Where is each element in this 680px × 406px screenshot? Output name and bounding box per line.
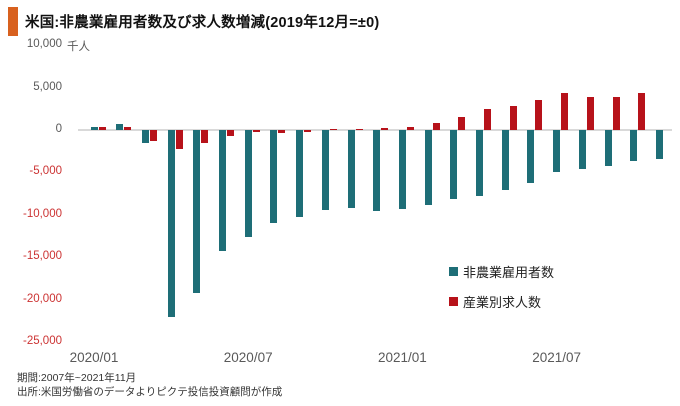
payrolls-bar-2021/07 bbox=[553, 130, 561, 173]
y-axis-tick-label: -20,000 bbox=[22, 292, 62, 305]
chart-legend: 非農業雇用者数 産業別求人数 bbox=[449, 263, 554, 323]
payrolls-bar-2020/01 bbox=[90, 127, 98, 130]
payrolls-bar-2021/10 bbox=[630, 130, 638, 162]
openings-bar-2020/07 bbox=[252, 130, 260, 132]
y-axis-tick-label: 0 bbox=[55, 123, 62, 135]
payrolls-bar-2020/06 bbox=[219, 130, 226, 252]
y-axis-tick-label: -10,000 bbox=[22, 207, 62, 220]
openings-bar-2021/01 bbox=[406, 127, 414, 130]
openings-bar-2020/08 bbox=[278, 130, 286, 133]
openings-bar-2020/04 bbox=[175, 130, 183, 149]
openings-bar-2021/07 bbox=[561, 92, 569, 130]
y-axis-tick-label: -15,000 bbox=[22, 250, 62, 263]
payrolls-bar-2020/09 bbox=[296, 130, 304, 217]
x-axis-tick-label: 2021/07 bbox=[532, 350, 581, 365]
payrolls-bar-2020/07 bbox=[244, 130, 252, 237]
openings-bar-2020/12 bbox=[381, 128, 389, 130]
y-axis-tick-label: 5,000 bbox=[33, 80, 62, 93]
openings-bar-2021/09 bbox=[612, 96, 620, 130]
payrolls-bar-2021/01 bbox=[398, 130, 406, 209]
openings-bar-2021/08 bbox=[586, 96, 594, 130]
x-axis-tick-label: 2020/01 bbox=[69, 350, 119, 365]
payrolls-bar-2020/03 bbox=[141, 130, 149, 144]
chart-footer: 期間:2007年~2021年11月 出所:米国労働省のデータよりピクテ投信投資顧… bbox=[17, 372, 282, 399]
payrolls-bar-2021/11 bbox=[655, 130, 663, 159]
openings-bar-2021/10 bbox=[638, 93, 646, 130]
legend-label-payrolls: 非農業雇用者数 bbox=[463, 264, 555, 280]
openings-swatch-icon bbox=[449, 296, 458, 306]
payrolls-bar-2020/08 bbox=[270, 130, 278, 224]
openings-bar-2021/06 bbox=[535, 100, 543, 130]
legend-item-payrolls: 非農業雇用者数 bbox=[449, 263, 555, 280]
openings-bar-2020/03 bbox=[149, 130, 157, 142]
legend-label-openings: 産業別求人数 bbox=[463, 294, 542, 310]
y-axis-unit-label: 千人 bbox=[67, 41, 90, 54]
openings-bar-2021/05 bbox=[509, 106, 517, 130]
title-accent-bar bbox=[8, 7, 18, 36]
payrolls-bar-2021/03 bbox=[450, 130, 458, 199]
y-axis-tick-label: 10,000 bbox=[26, 38, 62, 51]
openings-bar-2020/05 bbox=[201, 130, 209, 143]
payrolls-bar-2021/04 bbox=[476, 130, 483, 197]
openings-bar-2020/02 bbox=[124, 126, 132, 130]
payrolls-swatch-icon bbox=[449, 266, 458, 276]
openings-bar-2020/11 bbox=[355, 128, 363, 130]
openings-bar-2021/03 bbox=[458, 117, 466, 130]
y-axis-tick-label: -25,000 bbox=[22, 335, 62, 348]
openings-bar-2021/04 bbox=[484, 108, 491, 130]
legend-item-openings: 産業別求人数 bbox=[449, 293, 554, 310]
payrolls-bar-2020/10 bbox=[321, 130, 329, 210]
payrolls-bar-2020/12 bbox=[373, 130, 381, 211]
payrolls-bar-2020/05 bbox=[193, 130, 201, 293]
payrolls-bar-2021/09 bbox=[604, 130, 612, 166]
payrolls-bar-2020/04 bbox=[167, 130, 175, 317]
payrolls-bar-2020/02 bbox=[116, 124, 124, 130]
openings-bar-2021/02 bbox=[432, 123, 440, 130]
chart-title: 米国:非農業雇用者数及び求人数増減(2019年12月=±0) bbox=[25, 15, 380, 31]
footer-period: 期間:2007年~2021年11月 bbox=[17, 372, 137, 384]
openings-bar-2020/06 bbox=[227, 130, 234, 136]
payrolls-bar-2021/05 bbox=[501, 130, 509, 191]
payrolls-bar-2021/06 bbox=[527, 130, 535, 183]
payrolls-bar-2020/11 bbox=[347, 130, 355, 209]
openings-bar-2020/09 bbox=[304, 130, 312, 132]
openings-bar-2020/01 bbox=[98, 126, 106, 130]
footer-source: 出所:米国労働省のデータよりピクテ投信投資顧問が作成 bbox=[17, 385, 283, 398]
payrolls-bar-2021/08 bbox=[578, 130, 586, 170]
x-axis-tick-label: 2020/07 bbox=[223, 350, 273, 365]
x-axis-tick-label: 2021/01 bbox=[377, 350, 427, 365]
openings-bar-2020/10 bbox=[329, 128, 337, 130]
payrolls-bar-2021/02 bbox=[424, 130, 432, 205]
y-axis-tick-label: -5,000 bbox=[29, 165, 62, 178]
